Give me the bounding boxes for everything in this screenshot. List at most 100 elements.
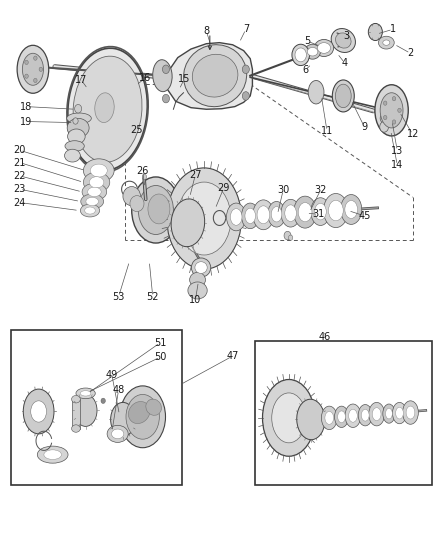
Ellipse shape — [379, 113, 390, 124]
Text: 26: 26 — [136, 166, 148, 175]
Text: 52: 52 — [146, 292, 159, 302]
Circle shape — [39, 67, 42, 71]
Text: 1: 1 — [389, 25, 395, 34]
Text: 45: 45 — [357, 211, 370, 221]
Bar — [71, 399, 80, 429]
Ellipse shape — [194, 262, 207, 273]
Ellipse shape — [379, 93, 402, 128]
Ellipse shape — [88, 187, 101, 197]
Ellipse shape — [22, 53, 43, 85]
Circle shape — [392, 96, 395, 101]
Ellipse shape — [284, 205, 296, 222]
Ellipse shape — [226, 203, 245, 231]
Circle shape — [382, 101, 386, 105]
Circle shape — [242, 92, 249, 100]
Ellipse shape — [128, 401, 149, 424]
Text: 12: 12 — [406, 130, 418, 139]
Ellipse shape — [123, 187, 140, 206]
Text: 2: 2 — [406, 49, 413, 58]
Ellipse shape — [110, 402, 135, 437]
Ellipse shape — [252, 200, 273, 230]
Circle shape — [382, 116, 386, 120]
Circle shape — [392, 120, 395, 124]
Text: 6: 6 — [301, 66, 307, 75]
Ellipse shape — [148, 194, 170, 224]
Ellipse shape — [257, 206, 269, 224]
Ellipse shape — [111, 429, 124, 439]
Ellipse shape — [64, 149, 80, 162]
Ellipse shape — [307, 80, 323, 104]
Ellipse shape — [67, 118, 89, 138]
Ellipse shape — [67, 129, 85, 144]
Ellipse shape — [395, 407, 403, 419]
Text: 31: 31 — [311, 209, 324, 219]
Ellipse shape — [23, 389, 54, 434]
Text: 11: 11 — [320, 126, 332, 136]
Ellipse shape — [321, 406, 336, 430]
Ellipse shape — [371, 408, 380, 421]
Ellipse shape — [271, 393, 305, 443]
Ellipse shape — [71, 395, 80, 403]
Text: 21: 21 — [14, 158, 26, 167]
Ellipse shape — [189, 272, 205, 287]
Ellipse shape — [307, 47, 317, 56]
Ellipse shape — [120, 386, 165, 448]
Ellipse shape — [73, 56, 141, 163]
Ellipse shape — [382, 404, 394, 423]
Ellipse shape — [80, 204, 99, 217]
Ellipse shape — [378, 36, 393, 49]
Ellipse shape — [31, 401, 46, 422]
Bar — [254, 341, 431, 485]
Text: 25: 25 — [130, 125, 142, 135]
Ellipse shape — [323, 193, 347, 228]
Ellipse shape — [244, 208, 255, 223]
Ellipse shape — [95, 93, 114, 123]
Ellipse shape — [65, 141, 84, 151]
Ellipse shape — [86, 197, 98, 206]
Ellipse shape — [126, 394, 159, 439]
Text: 27: 27 — [189, 170, 201, 180]
Text: 50: 50 — [154, 352, 166, 362]
Ellipse shape — [297, 203, 311, 222]
Ellipse shape — [344, 200, 357, 219]
Ellipse shape — [192, 54, 237, 97]
Ellipse shape — [402, 401, 417, 424]
Ellipse shape — [107, 425, 128, 442]
Polygon shape — [164, 43, 252, 109]
Ellipse shape — [37, 446, 68, 463]
Text: 32: 32 — [314, 185, 326, 195]
Text: 7: 7 — [242, 25, 248, 34]
Ellipse shape — [81, 194, 103, 209]
Ellipse shape — [291, 44, 309, 66]
Text: 14: 14 — [390, 160, 403, 170]
Text: 16: 16 — [138, 74, 151, 83]
Text: 48: 48 — [112, 385, 124, 395]
Text: 29: 29 — [217, 183, 230, 192]
Circle shape — [25, 60, 28, 64]
Circle shape — [25, 74, 28, 78]
Ellipse shape — [80, 391, 91, 396]
Ellipse shape — [267, 201, 285, 227]
Ellipse shape — [348, 409, 357, 422]
Circle shape — [283, 231, 290, 240]
Ellipse shape — [191, 258, 210, 277]
Ellipse shape — [335, 33, 350, 48]
Ellipse shape — [67, 48, 147, 171]
Ellipse shape — [90, 164, 107, 177]
Ellipse shape — [280, 199, 300, 227]
Circle shape — [288, 235, 292, 240]
Ellipse shape — [76, 388, 95, 399]
Ellipse shape — [85, 207, 95, 214]
Circle shape — [34, 56, 37, 60]
Text: 9: 9 — [360, 122, 367, 132]
Circle shape — [142, 174, 146, 180]
Ellipse shape — [367, 23, 381, 41]
Text: 23: 23 — [14, 184, 26, 194]
Ellipse shape — [360, 409, 368, 421]
Ellipse shape — [374, 85, 407, 136]
Ellipse shape — [241, 203, 258, 229]
Text: 13: 13 — [390, 146, 403, 156]
Ellipse shape — [328, 200, 343, 221]
Circle shape — [74, 104, 81, 113]
Ellipse shape — [368, 402, 384, 426]
